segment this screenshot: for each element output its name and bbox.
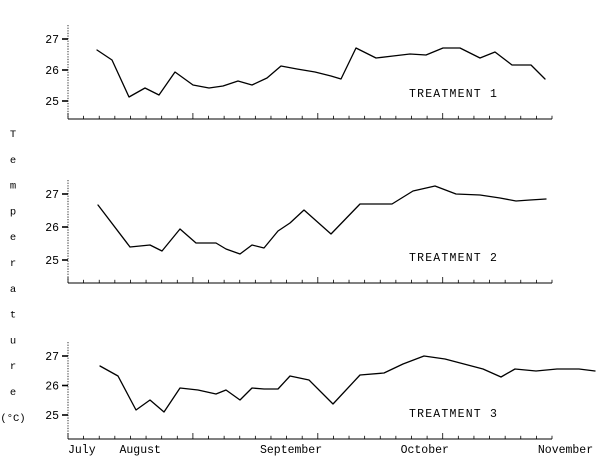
svg-text:TREATMENT 2: TREATMENT 2 xyxy=(409,252,498,265)
svg-text:25: 25 xyxy=(45,410,59,423)
svg-text:26: 26 xyxy=(45,65,59,78)
svg-text:August: August xyxy=(120,444,161,457)
svg-text:m: m xyxy=(10,181,16,193)
svg-text:r: r xyxy=(10,361,16,373)
svg-text:July: July xyxy=(68,444,96,457)
svg-text:October: October xyxy=(401,444,449,457)
svg-text:r: r xyxy=(10,258,16,270)
svg-text:e: e xyxy=(10,387,16,399)
svg-text:u: u xyxy=(10,335,16,347)
svg-text:a: a xyxy=(10,284,16,296)
svg-text:e: e xyxy=(10,155,16,167)
svg-text:T: T xyxy=(10,129,16,141)
svg-text:TREATMENT 1: TREATMENT 1 xyxy=(409,88,498,101)
svg-text:26: 26 xyxy=(45,222,59,235)
svg-text:November: November xyxy=(538,444,593,457)
svg-text:26: 26 xyxy=(45,381,59,394)
svg-text:TREATMENT 3: TREATMENT 3 xyxy=(409,408,498,421)
svg-text:25: 25 xyxy=(45,255,59,268)
svg-text:(°C): (°C) xyxy=(0,413,25,425)
svg-text:t: t xyxy=(10,310,16,322)
svg-text:25: 25 xyxy=(45,96,59,109)
svg-text:27: 27 xyxy=(45,189,59,202)
svg-text:September: September xyxy=(260,444,322,457)
svg-text:p: p xyxy=(10,206,16,218)
svg-text:e: e xyxy=(10,232,16,244)
svg-text:27: 27 xyxy=(45,351,59,364)
svg-text:27: 27 xyxy=(45,34,59,47)
